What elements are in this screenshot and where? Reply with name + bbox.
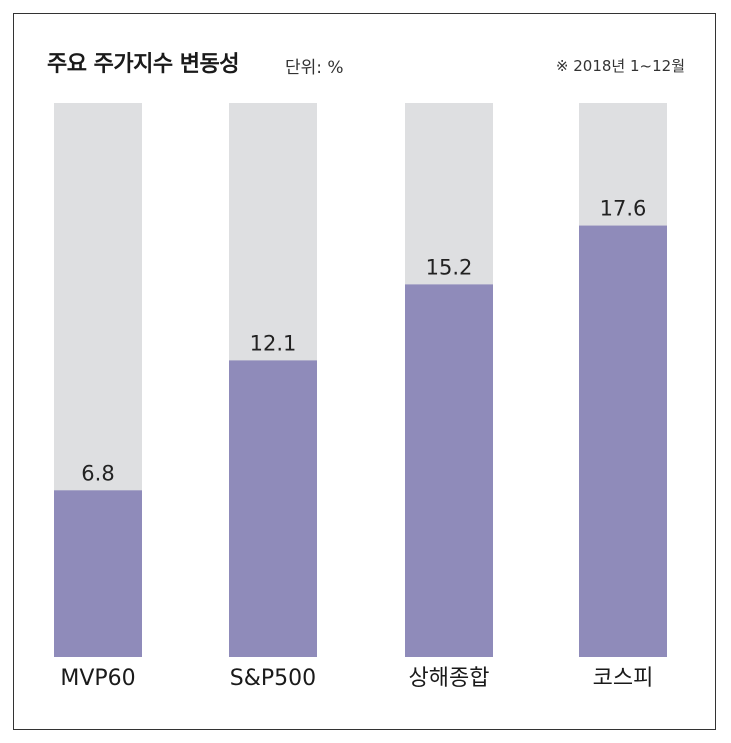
chart-frame [13, 13, 716, 730]
category-label: MVP60 [60, 666, 135, 691]
category-label: S&P500 [230, 666, 316, 691]
data-label: 17.6 [600, 197, 647, 221]
category-label: 코스피 [593, 666, 654, 691]
bar [405, 284, 493, 657]
bar [54, 490, 142, 657]
bar [579, 225, 667, 657]
data-label: 6.8 [81, 461, 114, 485]
data-label: 15.2 [426, 255, 473, 279]
bar [229, 360, 317, 657]
data-label: 12.1 [250, 331, 297, 355]
period-note: ※ 2018년 1~12월 [555, 57, 685, 75]
category-label: 상해종합 [409, 666, 490, 691]
chart-title: 주요 주가지수 변동성 [47, 52, 239, 77]
unit-label: 단위: % [285, 58, 344, 78]
